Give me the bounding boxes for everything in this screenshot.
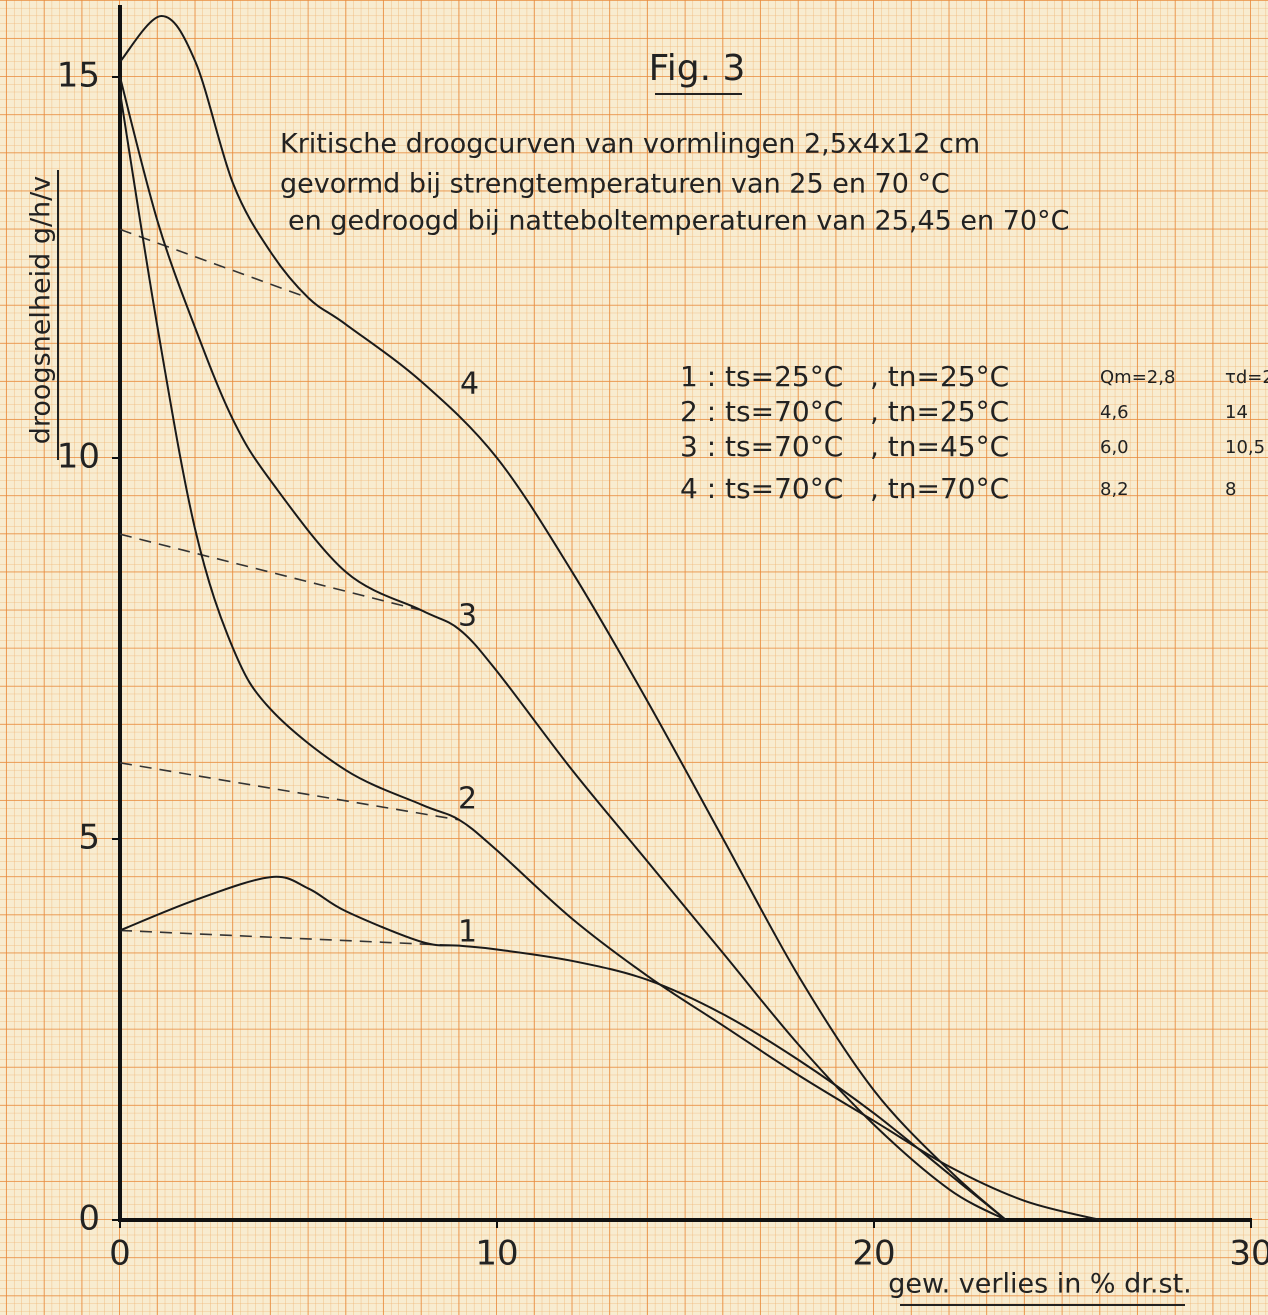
chart-title: Fig. 3 — [649, 48, 746, 89]
subtitle: gevormd bij strengtemperaturen van 25 en… — [280, 169, 950, 200]
x-tick-label: 10 — [475, 1234, 518, 1274]
x-tick-label: 20 — [852, 1234, 895, 1274]
curve-label: 4 — [460, 367, 479, 402]
subtitle: en gedroogd bij nattebol­temperaturen va… — [288, 206, 1069, 237]
x-tick-label: 30 — [1229, 1234, 1268, 1274]
curve-label: 3 — [458, 599, 477, 634]
y-tick-label: 0 — [78, 1199, 100, 1239]
y-axis-label: droogsnelheid g/h/v — [26, 176, 57, 445]
subtitle: Kritische droogcurven van vormlingen 2,5… — [280, 129, 980, 160]
chart: Fig. 3 Kritische droogcurven van vormlin… — [0, 0, 1268, 1315]
legend-cell: 8,2 — [1100, 479, 1129, 500]
legend-cell: τd=25 — [1225, 367, 1268, 388]
legend-cell: 3 : ts=70°C — [680, 430, 843, 463]
legend-cell: 6,0 — [1100, 437, 1129, 458]
legend-cell: 14 — [1225, 402, 1248, 423]
legend-cell: 10,5 — [1225, 437, 1265, 458]
legend-cell: 8 — [1225, 479, 1236, 500]
legend-cell: 4 : ts=70°C — [680, 472, 843, 505]
legend-cell: , tn=25°C — [870, 395, 1009, 428]
legend-cell: , tn=70°C — [870, 472, 1009, 505]
legend-cell: , tn=25°C — [870, 360, 1009, 393]
legend-cell: Qm=2,8 — [1100, 367, 1175, 388]
legend-cell: , tn=45°C — [870, 430, 1009, 463]
legend-cell: 4,6 — [1100, 402, 1129, 423]
y-tick-label: 15 — [57, 56, 100, 96]
curve-label: 1 — [458, 915, 477, 950]
y-tick-label: 5 — [78, 818, 100, 858]
curve-label: 2 — [458, 782, 477, 817]
legend-cell: 1 : ts=25°C — [680, 360, 843, 393]
x-tick-label: 0 — [109, 1234, 131, 1274]
legend-cell: 2 : ts=70°C — [680, 395, 843, 428]
y-tick-label: 10 — [57, 437, 100, 477]
x-axis-label: gew. verlies in % dr.st. — [888, 1269, 1192, 1300]
